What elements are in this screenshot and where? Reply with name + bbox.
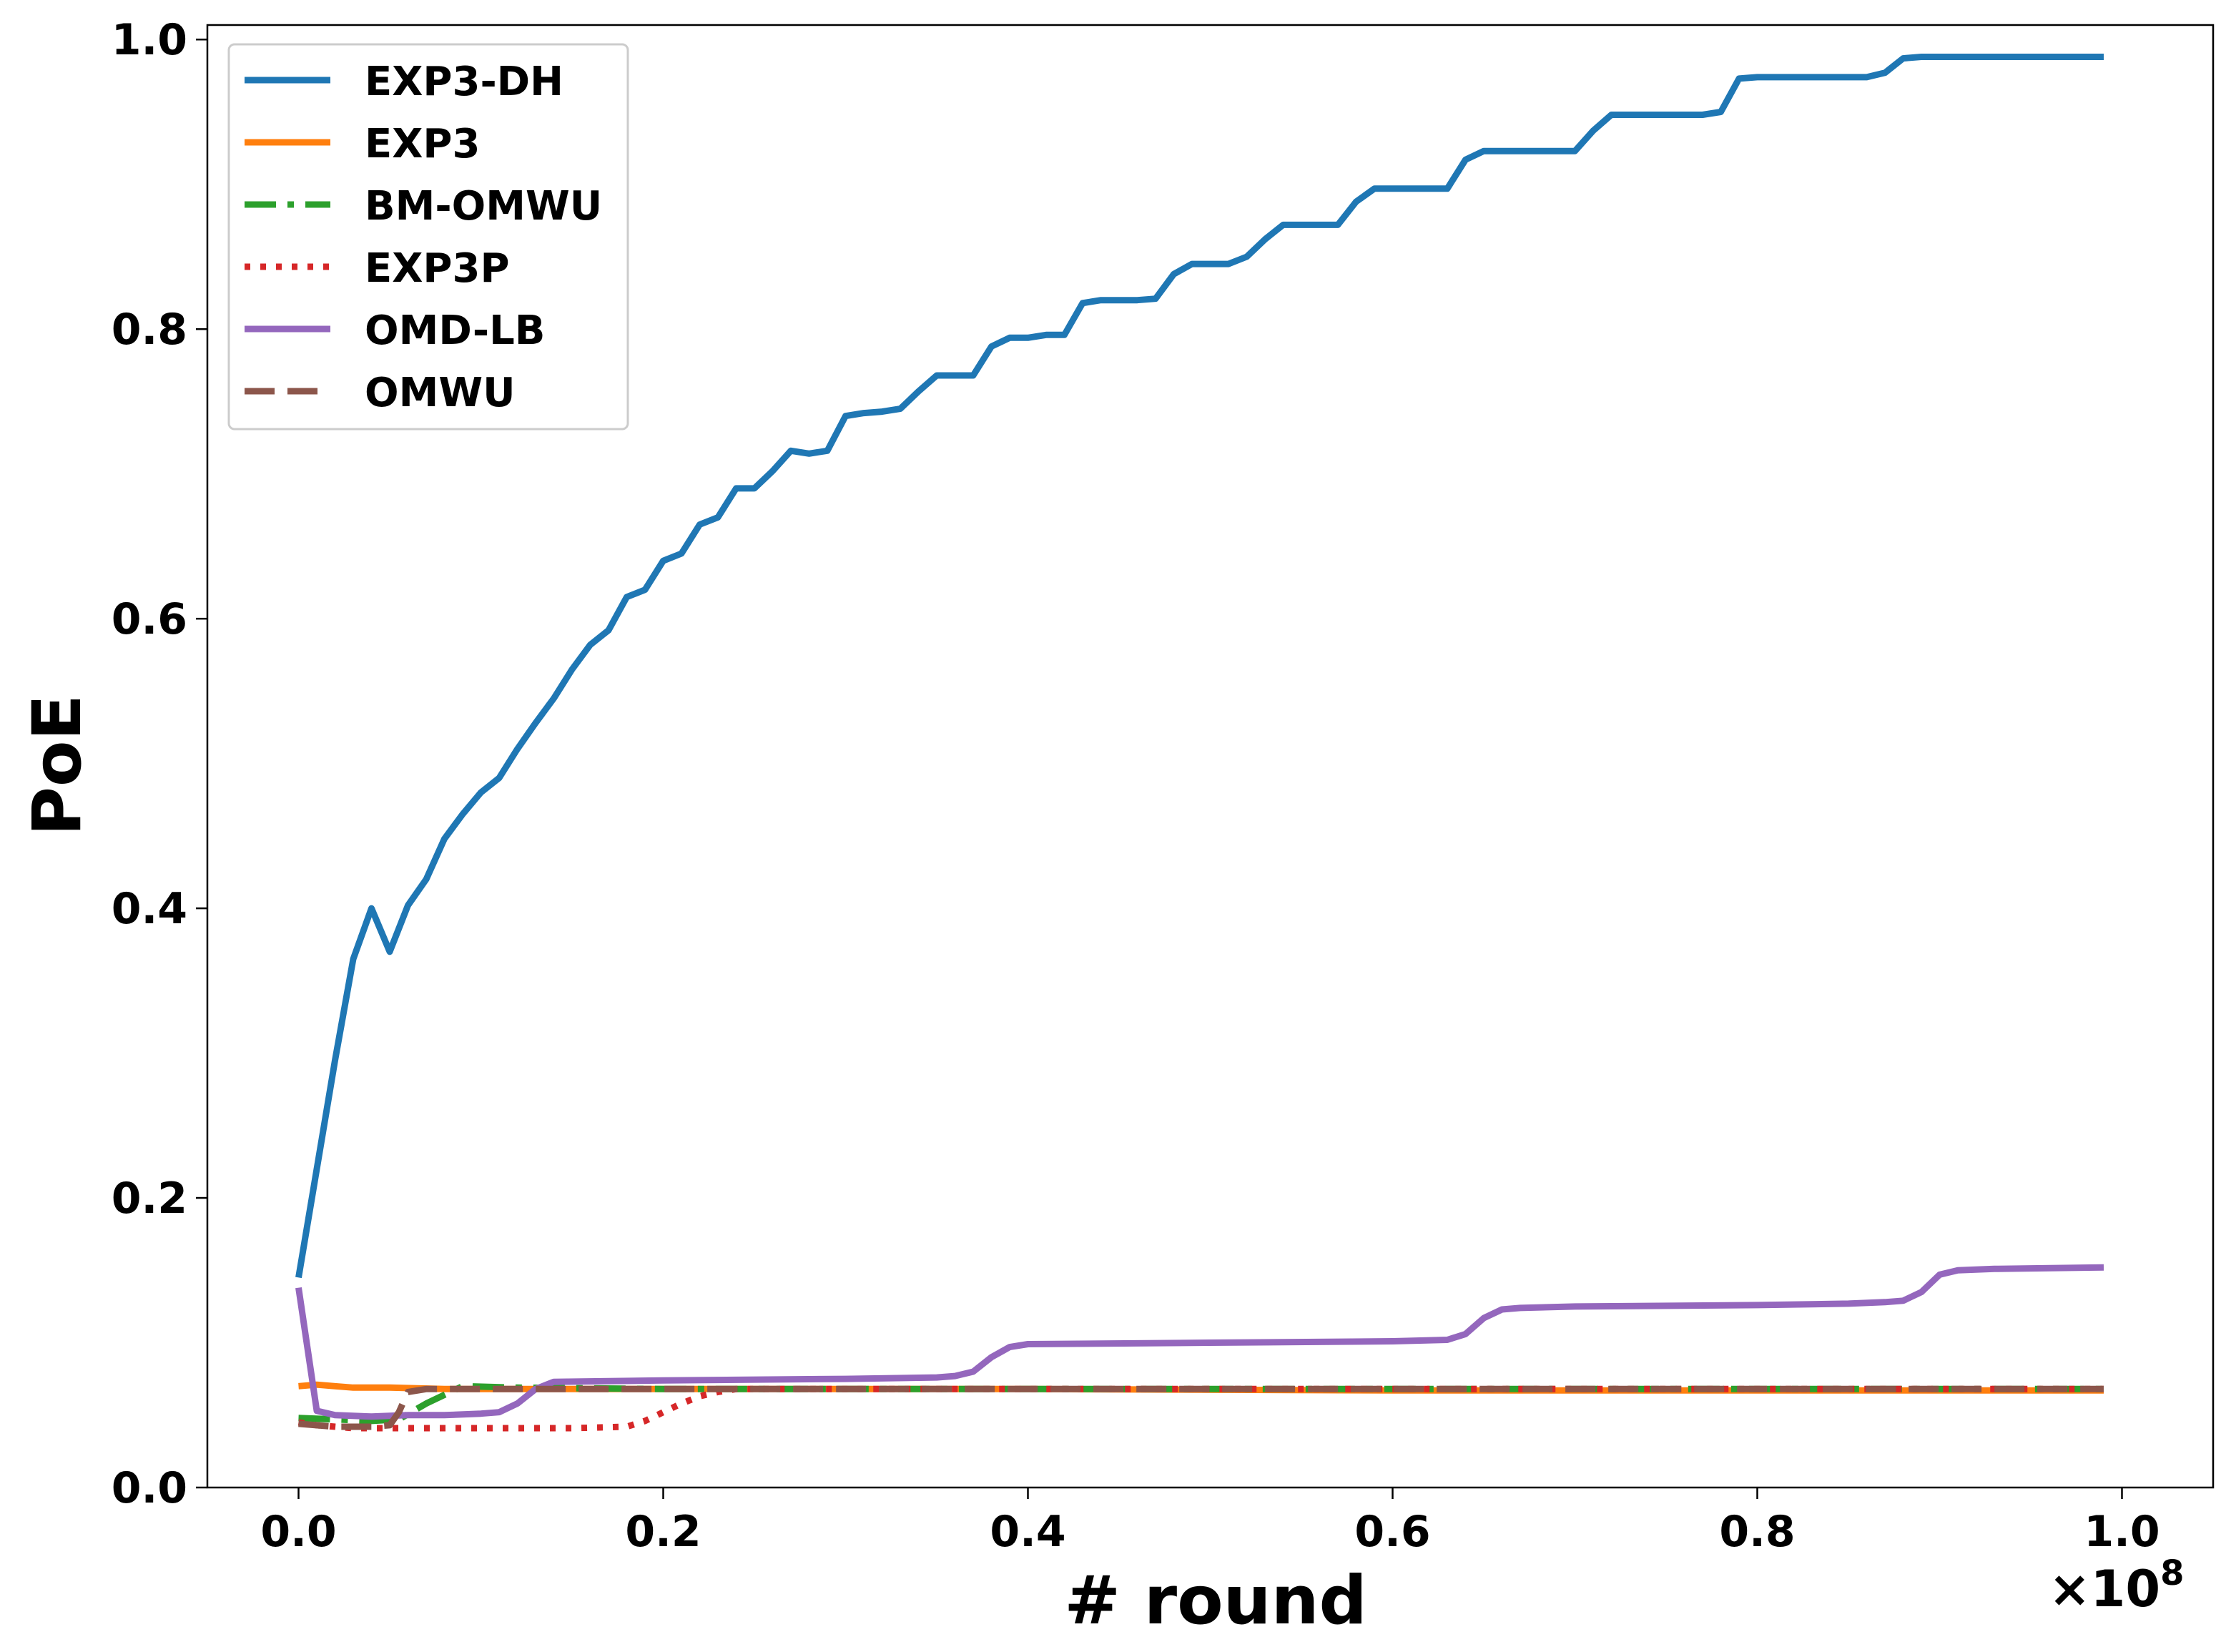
x-tick-label: 0.8	[1719, 1507, 1795, 1557]
legend-label: BM-OMWU	[365, 183, 602, 230]
x-tick-label: 1.0	[2084, 1507, 2159, 1557]
y-tick-label: 0.0	[112, 1463, 187, 1513]
x-offset-label: ×108	[2049, 1553, 2184, 1618]
y-tick-label: 0.2	[112, 1174, 187, 1224]
x-offset-base: ×10	[2049, 1560, 2160, 1618]
x-tick-label: 0.2	[625, 1507, 701, 1557]
x-axis-ticks: 0.0 0.2 0.4 0.6 0.8 1.0	[260, 1488, 2160, 1557]
y-tick-label: 0.4	[112, 884, 187, 934]
x-tick-label: 0.0	[260, 1507, 336, 1557]
legend-label: EXP3P	[365, 245, 509, 292]
legend-label: OMWU	[365, 370, 516, 416]
y-tick-label: 1.0	[112, 15, 187, 65]
legend-label: EXP3-DH	[365, 59, 563, 105]
y-axis-label: PoE	[19, 694, 97, 836]
x-tick-label: 0.4	[990, 1507, 1065, 1557]
y-tick-label: 0.6	[112, 594, 187, 644]
x-tick-label: 0.6	[1354, 1507, 1430, 1557]
series-line-exp3-dh	[295, 54, 2104, 1279]
y-axis-ticks: 0.0 0.2 0.4 0.6 0.8 1.0	[112, 15, 207, 1513]
y-tick-label: 0.8	[112, 305, 187, 355]
legend-label: EXP3	[365, 121, 480, 167]
legend: EXP3-DH EXP3 BM-OMWU EXP3P OMD-LB OMWU	[227, 43, 629, 431]
series-line-omd-lb	[295, 1264, 2104, 1420]
series-layer	[295, 54, 2104, 1432]
plot-frame	[206, 24, 2215, 1489]
x-axis-label: # round	[1064, 1562, 1367, 1640]
legend-label: OMD-LB	[365, 308, 545, 354]
series-line-omwu	[298, 1385, 2104, 1430]
x-offset-exponent: 8	[2160, 1553, 2184, 1593]
